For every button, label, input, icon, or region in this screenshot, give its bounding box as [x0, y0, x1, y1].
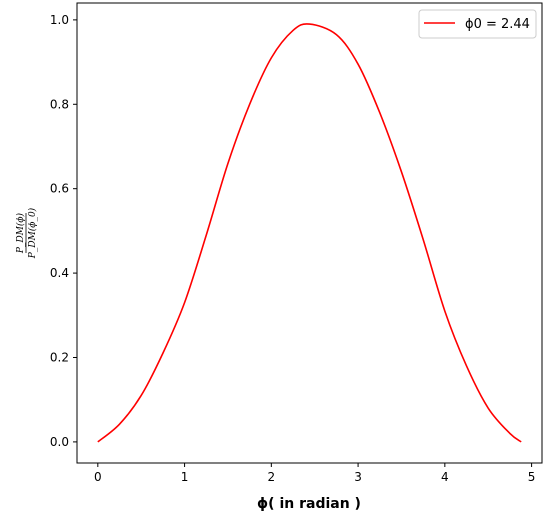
- y-tick-label: 1.0: [50, 13, 69, 27]
- x-tick-label: 3: [354, 470, 362, 484]
- y-tick-label: 0.2: [50, 350, 69, 364]
- x-tick-label: 5: [528, 470, 536, 484]
- x-tick-label: 1: [181, 470, 189, 484]
- y-tick-label: 0.6: [50, 182, 69, 196]
- x-tick-label: 2: [268, 470, 276, 484]
- y-tick-label: 0.0: [50, 435, 69, 449]
- x-axis-title: ϕ( in radian ): [257, 496, 361, 512]
- legend: ϕ0 = 2.44: [418, 9, 537, 39]
- x-tick-label: 4: [441, 470, 449, 484]
- y-axis-denominator: P_DM(ϕ_0): [27, 207, 38, 259]
- y-tick-label: 0.8: [50, 97, 69, 111]
- y-axis-title: P_DM(ϕ) P_DM(ϕ_0): [15, 207, 38, 259]
- legend-label: ϕ0 = 2.44: [465, 17, 530, 32]
- y-axis-numerator: P_DM(ϕ): [15, 212, 26, 254]
- plot-frame: [76, 2, 543, 464]
- y-tick-label: 0.4: [50, 266, 69, 280]
- x-tick-label: 0: [94, 470, 102, 484]
- series-line: [97, 23, 522, 443]
- legend-box: [418, 9, 537, 39]
